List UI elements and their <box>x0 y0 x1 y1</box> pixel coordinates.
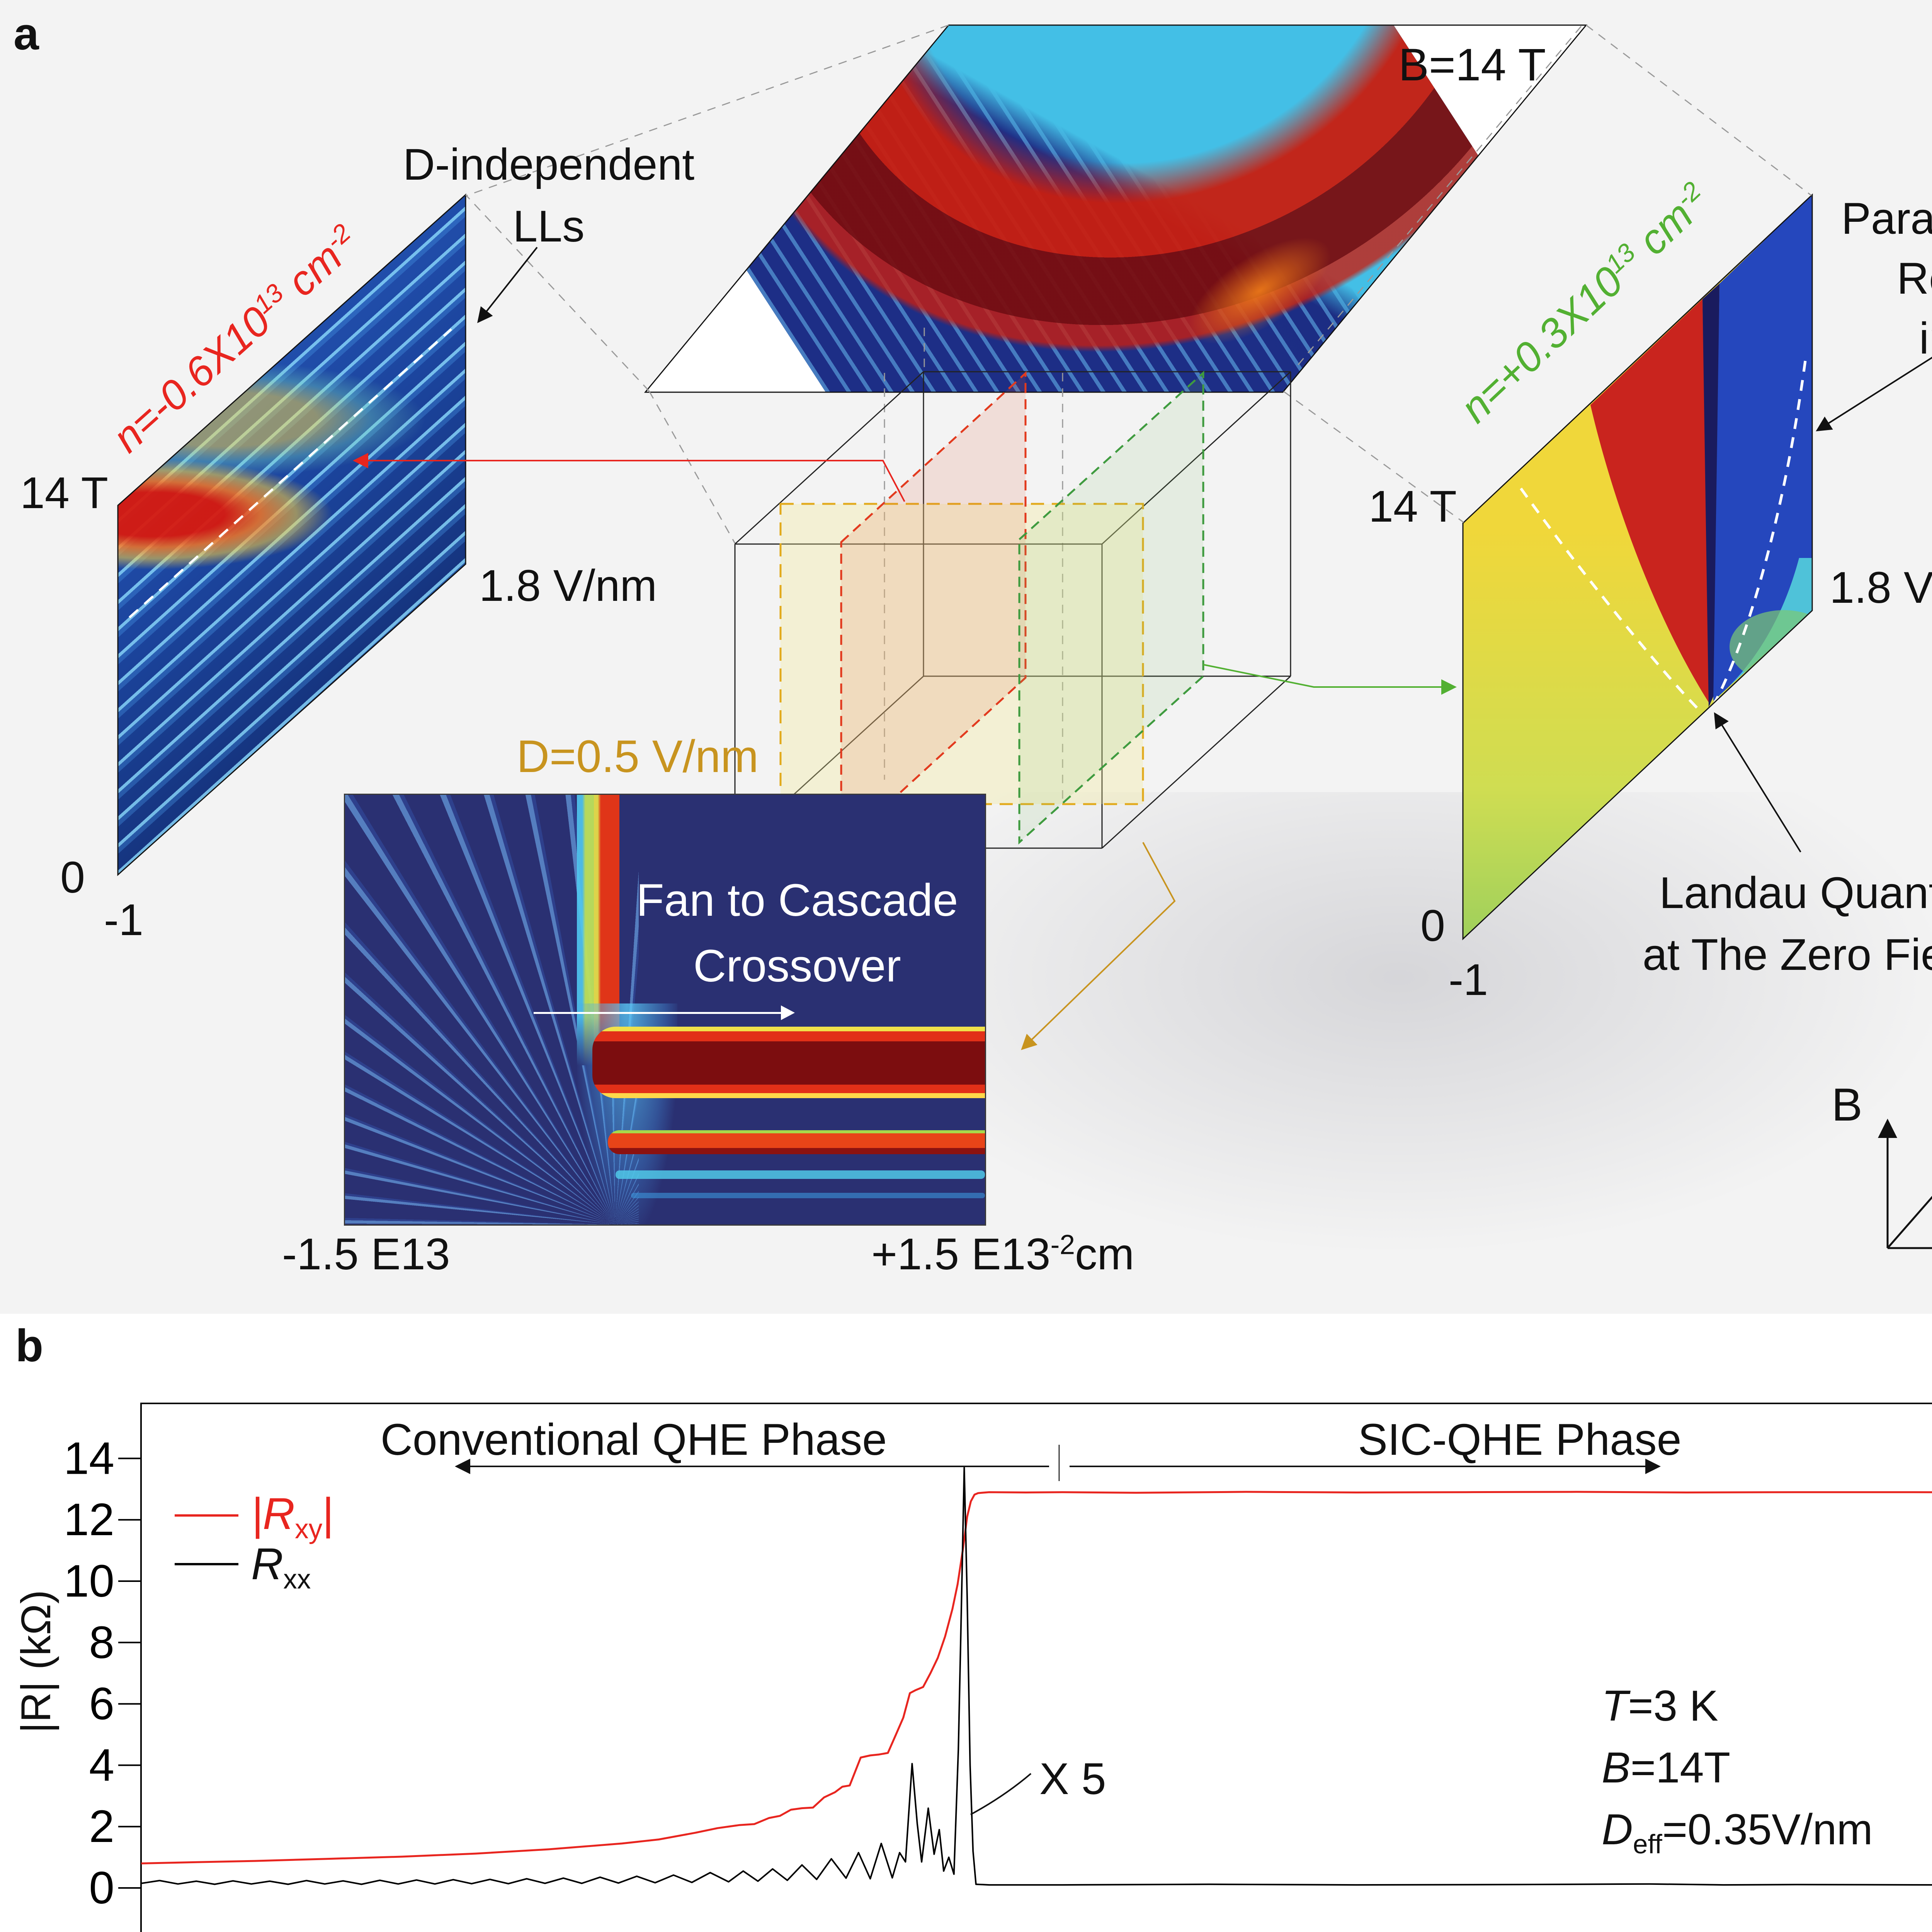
gold-slice-connector <box>1021 842 1176 1050</box>
right-bd-colormap-svg <box>1463 195 1812 939</box>
top-plane-label: B=14 T <box>1398 39 1546 90</box>
red-slice-connector <box>353 453 905 502</box>
conditions-block: T=3 K B=14T Deff=0.35V/nm <box>1602 1681 1873 1866</box>
d-independent-line2: LLs <box>513 202 585 251</box>
green-n-slice-plane <box>1018 371 1204 845</box>
svg-text:8: 8 <box>89 1617 114 1668</box>
b-axis-label: B <box>1832 1079 1863 1131</box>
cyan-band-1 <box>616 1170 985 1179</box>
bottom-x-min-label: -1.5 E13 <box>282 1230 450 1279</box>
condition-field: B=14T <box>1602 1743 1731 1792</box>
bottom-d-label: D=0.5 V/nm <box>516 731 759 782</box>
right-map-red-region <box>1590 299 1710 705</box>
left-b-min-label: 0 <box>60 853 85 902</box>
right-n-min-label: -1 <box>1448 955 1488 1005</box>
condition-temperature: T=3 K <box>1602 1682 1718 1730</box>
condition-displacement: Deff=0.35V/nm <box>1602 1805 1873 1859</box>
phase-left-label: Conventional QHE Phase <box>380 1415 887 1464</box>
fan-cascade-text-line1: Fan to Cascade <box>636 875 958 926</box>
right-map-blue-region <box>1713 195 1812 701</box>
svg-text:4: 4 <box>89 1740 114 1791</box>
d-axis-arrow <box>1887 1196 1932 1249</box>
right-bd-colormap <box>1463 195 1812 939</box>
red-n-slice-plane <box>840 371 1027 849</box>
bottom-d-slice-colormap: Fan to Cascade Crossover <box>344 794 986 1226</box>
phase-right-label: SIC-QHE Phase <box>1358 1415 1682 1464</box>
cyan-band-2 <box>631 1193 985 1198</box>
parabolic-arrow <box>1816 357 1932 432</box>
panel-a-overlay <box>117 24 1932 1249</box>
x5-annotation: X 5 <box>1039 1754 1106 1804</box>
d-independent-line1: D-independent <box>403 140 695 189</box>
crossover-arrow-shaft <box>534 1012 781 1014</box>
svg-text:2: 2 <box>89 1801 114 1852</box>
legend-rxx-label: Rxx <box>251 1539 311 1595</box>
svg-text:6: 6 <box>89 1679 114 1730</box>
panel-a-label: a <box>14 9 39 60</box>
svg-text:10: 10 <box>64 1556 114 1607</box>
d-independent-arrow <box>477 247 538 323</box>
dark-red-band <box>592 1027 985 1098</box>
parabolic-annotation-line3: in LLs <box>1919 314 1932 363</box>
crossover-arrow-head <box>781 1005 795 1020</box>
parabolic-annotation-line1: Parabolic B-D <box>1841 194 1932 243</box>
landau-annotation-line2: at The Zero Field Limit <box>1642 930 1932 980</box>
top-plane-border <box>644 24 1588 393</box>
right-map-border <box>1462 193 1813 940</box>
fan-cascade-text-line2: Crossover <box>693 940 901 992</box>
left-d-max-label: 1.8 V/nm <box>479 561 657 611</box>
landau-arrow <box>1714 712 1801 853</box>
right-map-cyan-fringe <box>1713 558 1812 701</box>
bdn-axes-triad <box>1878 1119 1932 1249</box>
left-b-max-label: 14 T <box>20 468 108 518</box>
legend-rxy-label: |Rxy| <box>251 1489 334 1544</box>
right-map-dashed-parabola-left <box>1520 487 1699 710</box>
construction-lines <box>465 24 1812 803</box>
floor-shadow <box>947 792 1932 1256</box>
right-map-dashed-parabola-right <box>1713 361 1807 705</box>
red-band-2 <box>608 1130 985 1154</box>
landau-annotation-line1: Landau Quantization <box>1659 868 1932 918</box>
right-b-min-label: 0 <box>1420 901 1445 951</box>
parabolic-annotation-line2: Relation <box>1897 254 1932 303</box>
svg-text:14: 14 <box>64 1433 114 1484</box>
svg-text:0: 0 <box>89 1862 114 1913</box>
bottom-x-max-label: +1.5 E13-2cm <box>871 1229 1134 1279</box>
panel-b-label: b <box>15 1320 44 1371</box>
svg-text:12: 12 <box>64 1494 114 1545</box>
green-slice-connector <box>1203 664 1457 695</box>
left-map-border <box>117 193 466 876</box>
right-b-max-label: 14 T <box>1368 482 1457 531</box>
left-n-min-label: -1 <box>104 895 144 945</box>
right-d-max-label: 1.8 V/nm <box>1830 563 1932 612</box>
